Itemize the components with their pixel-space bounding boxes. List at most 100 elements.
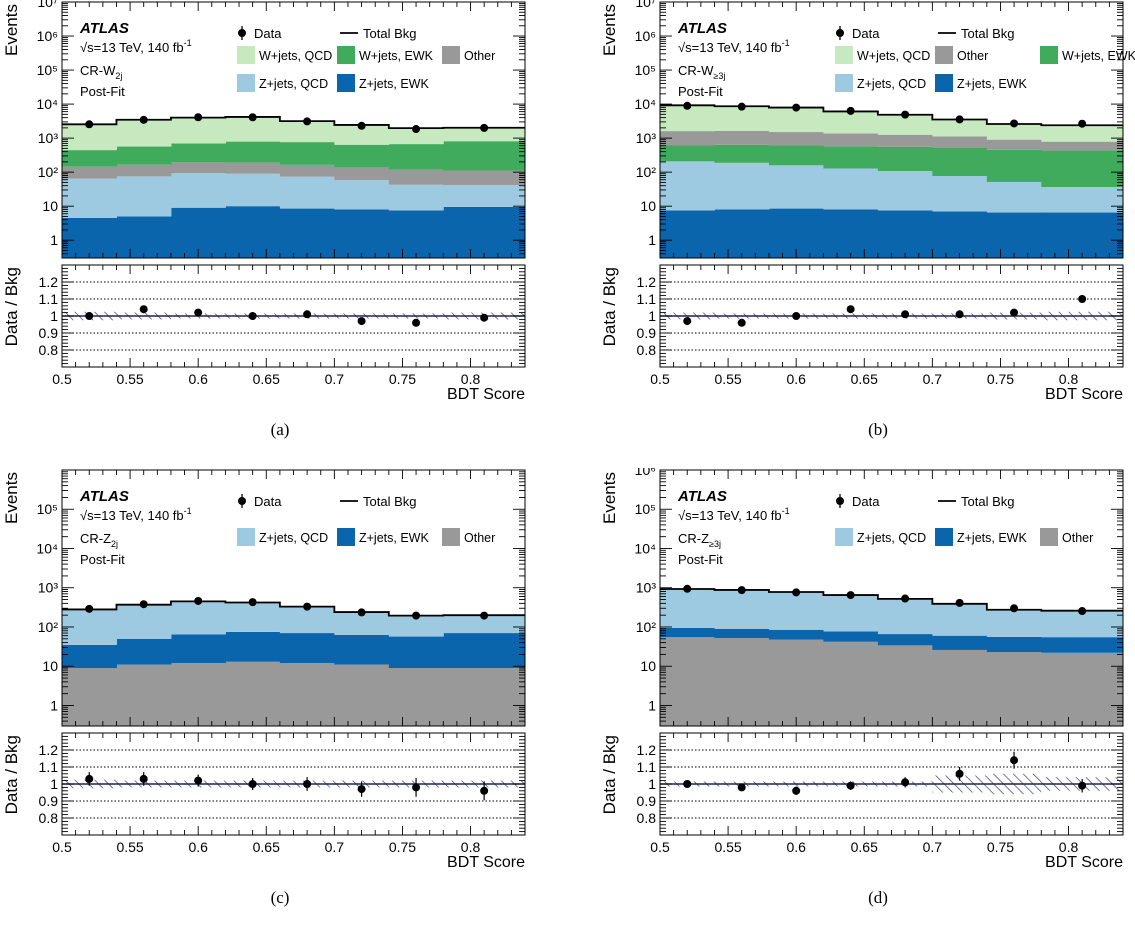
ratio-point xyxy=(357,785,366,794)
region-label: CR-Z2j xyxy=(80,531,118,549)
data-point xyxy=(955,598,964,607)
legend-label-wjets_qcd: W+jets, QCD xyxy=(259,49,332,63)
x-tick-label: 0.8 xyxy=(461,371,481,387)
stack-group xyxy=(660,588,1124,726)
stack-bar-zjets_qcd xyxy=(877,598,933,635)
stack-bar-wjets_ewk xyxy=(62,150,117,167)
atlas-label: ATLAS xyxy=(677,488,727,505)
x-tick-label: 0.55 xyxy=(714,839,741,855)
ratio-tick-label: 1.2 xyxy=(637,274,657,290)
ratio-tick-label: 1.1 xyxy=(39,759,59,775)
y-tick-label: 10⁷ xyxy=(37,0,58,10)
ratio-point xyxy=(357,317,366,326)
stack-bar-zjets_ewk xyxy=(62,217,117,258)
legend-label-wjets_ewk: W+jets, EWK xyxy=(359,49,434,63)
y-tick-label: 10⁵ xyxy=(37,62,58,78)
ratio-axis-label: Data / Bkg xyxy=(2,267,21,346)
x-tick-label: 0.6 xyxy=(786,371,806,387)
legend-swatch-other xyxy=(1040,528,1058,546)
stack-bar-zjets_ewk xyxy=(986,212,1042,258)
y-tick-label: 10² xyxy=(636,619,657,635)
legend-swatch-zjets_qcd xyxy=(835,74,853,92)
stack-bar-zjets_qcd xyxy=(823,168,879,210)
data-point xyxy=(901,110,910,119)
ratio-point xyxy=(955,310,964,319)
x-axis-label: BDT Score xyxy=(447,854,525,871)
stack-bar-zjets_qcd xyxy=(823,595,879,632)
x-tick-label: 0.55 xyxy=(116,371,143,387)
stack-bar-other xyxy=(443,170,526,186)
stack-bar-zjets_qcd xyxy=(225,173,281,207)
data-point xyxy=(683,584,692,593)
x-tick-label: 0.8 xyxy=(461,839,481,855)
ratio-tick-label: 1.1 xyxy=(637,759,657,775)
ratio-point xyxy=(792,786,801,795)
stack-bar-zjets_qcd xyxy=(116,604,172,639)
ratio-point xyxy=(85,774,94,783)
y-tick-label: 10² xyxy=(38,164,59,180)
y-tick-label: 10 xyxy=(640,198,656,214)
lumi-exponent: -1 xyxy=(184,506,192,516)
data-point xyxy=(792,588,801,597)
legend-data-label: Data xyxy=(852,494,880,509)
data-point xyxy=(737,586,746,595)
legend-label-zjets_qcd: Z+jets, QCD xyxy=(857,531,926,545)
data-point xyxy=(194,113,203,122)
stack-bar-other xyxy=(170,663,226,726)
y-tick-label: 10⁴ xyxy=(634,96,656,112)
legend-label-other: Other xyxy=(464,531,495,545)
ratio-point xyxy=(303,310,312,319)
ratio-point xyxy=(846,305,855,314)
y-tick-label: 1 xyxy=(50,697,58,713)
legend-swatch-zjets_ewk xyxy=(337,528,355,546)
stack-bar-zjets_ewk xyxy=(877,210,933,258)
ratio-axis-label: Data / Bkg xyxy=(600,735,619,814)
ratio-tick-label: 0.8 xyxy=(637,810,657,826)
x-tick-label: 0.55 xyxy=(116,839,143,855)
stack-bar-wjets_qcd xyxy=(823,111,879,134)
ratio-point xyxy=(901,310,910,319)
stack-bar-wjets_qcd xyxy=(62,124,117,151)
stack-bar-other xyxy=(225,661,281,726)
y-tick-label: 10⁴ xyxy=(36,540,58,556)
y-axis-label: Events xyxy=(2,4,21,56)
stack-bar-zjets_ewk xyxy=(62,644,117,669)
ratio-point xyxy=(303,780,312,788)
stack-bar-other xyxy=(714,638,770,726)
region-subscript: 2j xyxy=(115,71,122,81)
data-point xyxy=(1078,607,1087,616)
stack-bar-zjets_qcd xyxy=(279,176,335,209)
data-point xyxy=(85,604,94,613)
stack-bar-wjets_qcd xyxy=(768,107,824,133)
stack-bar-zjets_ewk xyxy=(823,631,879,642)
stack-bar-zjets_qcd xyxy=(660,588,715,628)
legend-label-wjets_qcd: W+jets, QCD xyxy=(857,49,930,63)
stack-bar-wjets_qcd xyxy=(986,123,1042,140)
stack-bar-other xyxy=(62,668,117,726)
stack-bar-zjets_ewk xyxy=(660,210,715,258)
stack-group xyxy=(62,116,526,258)
legend-swatch-wjets_qcd xyxy=(835,46,853,64)
y-tick-label: 10⁵ xyxy=(635,501,656,517)
y-tick-label: 1 xyxy=(648,232,656,248)
stack-bar-zjets_qcd xyxy=(62,178,117,218)
stack-bar-zjets_qcd xyxy=(932,176,988,212)
stack-bar-other xyxy=(823,133,879,147)
legend-label-other: Other xyxy=(957,49,988,63)
stack-bar-wjets_ewk xyxy=(660,145,715,162)
stack-bar-zjets_ewk xyxy=(714,209,770,258)
caption-b: (b) xyxy=(868,420,888,439)
data-point xyxy=(683,101,692,110)
ratio-point xyxy=(1010,308,1019,317)
legend-swatch-zjets_ewk xyxy=(935,528,953,546)
data-point xyxy=(480,611,489,620)
legend-swatch-wjets_ewk xyxy=(1040,46,1058,64)
stack-bar-zjets_qcd xyxy=(388,615,444,637)
stack-bar-zjets_qcd xyxy=(986,609,1042,637)
x-tick-label: 0.5 xyxy=(650,839,670,855)
atlas-label: ATLAS xyxy=(79,488,129,505)
x-tick-label: 0.65 xyxy=(851,839,878,855)
y-tick-label: 10⁵ xyxy=(635,62,656,78)
stack-bar-wjets_qcd xyxy=(443,127,526,142)
